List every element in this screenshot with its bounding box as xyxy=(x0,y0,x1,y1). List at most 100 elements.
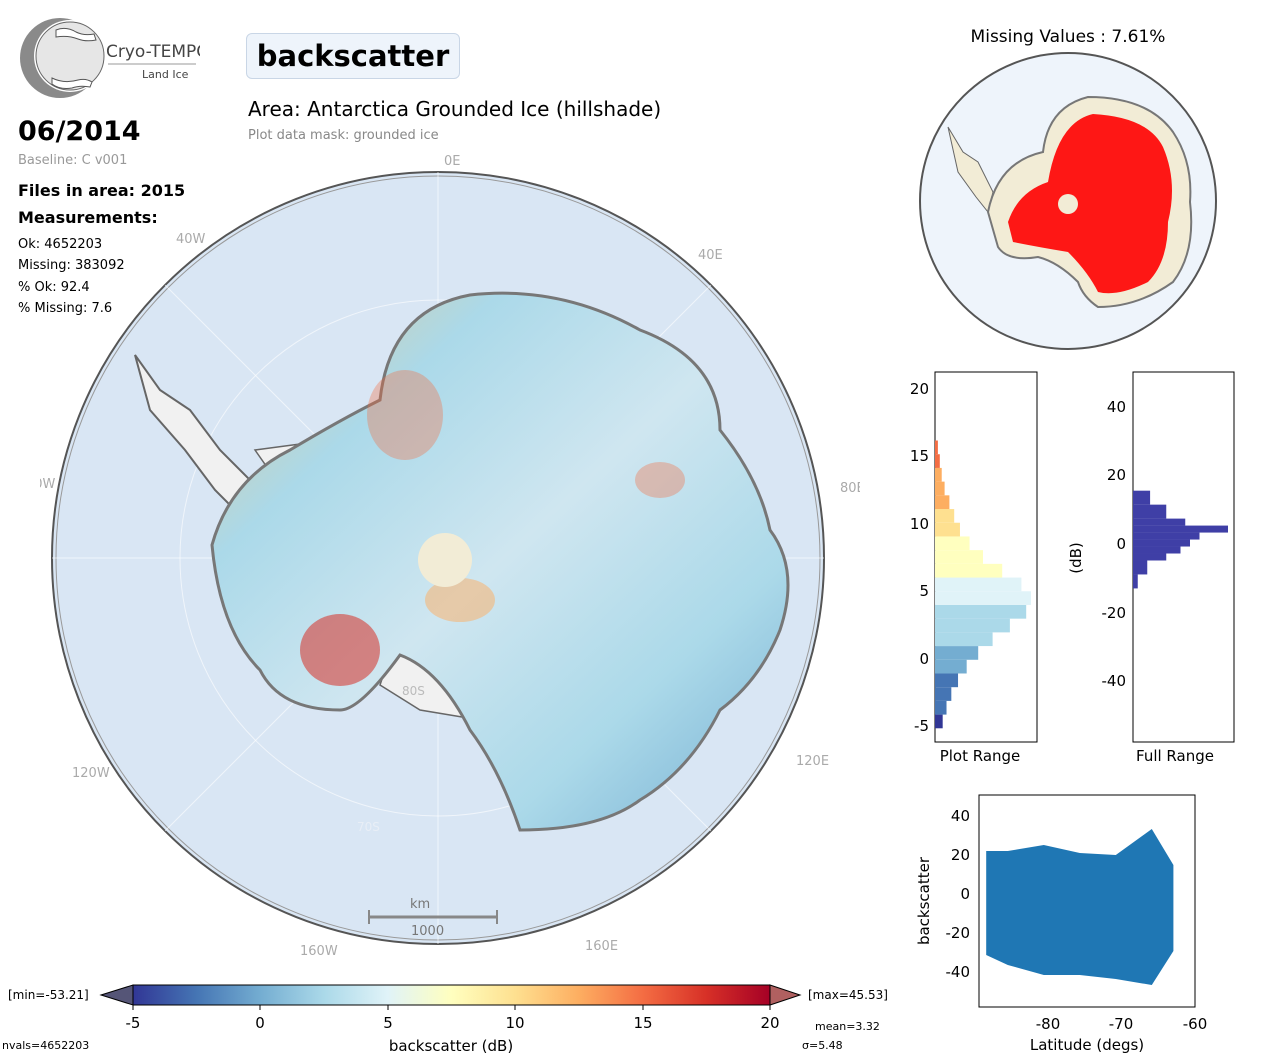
plot-range-bar xyxy=(935,659,967,674)
plot-range-tick-0: 0 xyxy=(919,650,929,668)
plot-range-bar xyxy=(935,632,993,647)
sigma-label: σ=5.48 xyxy=(802,1039,843,1052)
scalebar-value: 1000 xyxy=(411,924,444,939)
full-range-ylabel: (dB) xyxy=(1067,542,1085,574)
full-range-bar xyxy=(1133,532,1200,540)
plot-range-bar xyxy=(935,687,952,701)
lon-label-80e: 80E xyxy=(840,481,860,496)
lon-label-40e: 40E xyxy=(698,248,723,263)
full-range-bar xyxy=(1133,504,1167,519)
date-label: 06/2014 xyxy=(18,116,141,147)
files-in-area: Files in area: 2015 xyxy=(18,181,186,200)
plot-range-bar xyxy=(935,536,970,551)
lon-label-40w: 40W xyxy=(176,232,206,247)
plot-range-tick-neg5: -5 xyxy=(914,717,929,735)
scatter-xtick-neg70: -70 xyxy=(1109,1015,1134,1033)
main-map: 0E 40E 80E 120E 160E 160W 120W 80W 40W 8… xyxy=(40,154,860,959)
scatter-ytick-neg20: -20 xyxy=(946,924,971,942)
scatter-xtick-neg60: -60 xyxy=(1183,1015,1208,1033)
full-range-bar xyxy=(1133,490,1151,505)
lon-label-80w: 80W xyxy=(40,477,56,492)
plot-range-bar xyxy=(935,618,1010,633)
scatter-ytick-neg40: -40 xyxy=(946,963,971,981)
full-range-bar xyxy=(1133,553,1167,561)
scatter-xtick-neg80: -80 xyxy=(1036,1015,1061,1033)
colorbar-tick-0: 0 xyxy=(255,1014,265,1032)
full-range-tick-neg20: -20 xyxy=(1102,604,1127,622)
plot-range-tick-5: 5 xyxy=(919,582,929,600)
plot-range-bar xyxy=(935,467,942,482)
colorbar-tick-15: 15 xyxy=(633,1014,652,1032)
full-range-bar xyxy=(1133,574,1138,589)
colorbar-tick-20: 20 xyxy=(760,1014,779,1032)
stat-missing: Missing: 383092 xyxy=(18,258,125,273)
plot-range-bar xyxy=(935,440,938,455)
missing-values-title: Missing Values : 7.61% xyxy=(970,27,1166,47)
plot-range-bar xyxy=(935,550,983,564)
plot-range-bar xyxy=(935,563,1003,578)
missing-values-map xyxy=(919,52,1217,350)
scalebar-unit: km xyxy=(410,897,430,912)
plot-range-bar xyxy=(935,714,943,729)
plot-range-tick-15: 15 xyxy=(910,447,929,465)
plot-range-bar xyxy=(935,700,947,715)
nvals-label: nvals=4652203 xyxy=(2,1039,89,1052)
stat-ok: Ok: 4652203 xyxy=(18,237,103,252)
plot-range-bar xyxy=(935,604,1027,619)
mean-label: mean=3.32 xyxy=(815,1020,880,1033)
scatter-point-cloud xyxy=(986,829,1174,985)
full-range-tick-20: 20 xyxy=(1107,466,1126,484)
full-range-tick-neg40: -40 xyxy=(1102,672,1127,690)
full-range-bar xyxy=(1133,539,1190,547)
plot-range-bar xyxy=(935,454,940,468)
plot-range-bar xyxy=(935,577,1022,592)
full-range-bar xyxy=(1133,525,1228,533)
logo-subtitle: Land Ice xyxy=(142,68,189,81)
colorbar-min-label: [min=-53.21] xyxy=(8,988,89,1002)
plot-range-xlabel: Plot Range xyxy=(940,747,1021,765)
plot-range-bar xyxy=(935,509,955,523)
full-range-tick-40: 40 xyxy=(1107,398,1126,416)
scatter-ylabel: backscatter xyxy=(915,856,933,945)
cryo-tempo-logo: Cryo-TEMPO Land Ice xyxy=(20,18,200,98)
plot-range-bar xyxy=(935,522,960,537)
full-range-xlabel: Full Range xyxy=(1136,747,1214,765)
lat-label-70s: 70S xyxy=(357,820,380,834)
plot-range-tick-10: 10 xyxy=(910,515,929,533)
scatter-ytick-40: 40 xyxy=(951,807,970,825)
full-range-bar xyxy=(1133,518,1186,526)
plot-range-histogram: 20 15 10 5 0 -5 Plot Range xyxy=(910,371,1038,765)
stat-pct-missing: % Missing: 7.6 xyxy=(18,301,113,316)
colorbar: [min=-53.21] [max=45.53] -5 0 5 10 15 20… xyxy=(2,984,888,1055)
area-title: Area: Antarctica Grounded Ice (hillshade… xyxy=(248,97,662,121)
plot-range-bar xyxy=(935,673,959,688)
mask-label: Plot data mask: grounded ice xyxy=(248,128,439,143)
measurements-heading: Measurements: xyxy=(18,208,158,227)
colorbar-min-extend xyxy=(99,984,134,1006)
full-range-bar xyxy=(1133,560,1148,575)
baseline-label: Baseline: C v001 xyxy=(18,153,128,168)
scatter-ytick-20: 20 xyxy=(951,846,970,864)
plot-range-bar xyxy=(935,481,945,496)
lat-label-80s: 80S xyxy=(402,684,425,698)
colorbar-tick-neg5: -5 xyxy=(126,1014,141,1032)
full-range-histogram: 40 20 0 -20 -40 (dB) Full Range xyxy=(1067,371,1235,765)
scatter-ytick-0: 0 xyxy=(960,885,970,903)
lon-label-0e: 0E xyxy=(444,154,461,169)
logo-name: Cryo-TEMPO xyxy=(106,42,200,62)
colorbar-max-label: [max=45.53] xyxy=(808,988,888,1002)
plot-range-tick-20: 20 xyxy=(910,380,929,398)
colorbar-tick-5: 5 xyxy=(383,1014,393,1032)
colorbar-label: backscatter (dB) xyxy=(389,1037,513,1055)
missing-area xyxy=(1008,114,1172,294)
lon-label-120e: 120E xyxy=(796,754,829,769)
stat-pct-ok: % Ok: 92.4 xyxy=(18,280,90,295)
full-range-bar xyxy=(1133,546,1181,554)
latitude-scatter: 40 20 0 -20 -40 -80 -70 -60 Latitude (de… xyxy=(915,794,1208,1054)
colorbar-max-extend xyxy=(769,984,802,1006)
parameter-title: backscatter xyxy=(246,33,460,79)
scatter-xlabel: Latitude (degs) xyxy=(1030,1036,1144,1054)
lon-label-120w: 120W xyxy=(72,766,110,781)
lon-label-160w: 160W xyxy=(300,944,338,959)
plot-range-bar xyxy=(935,646,979,660)
